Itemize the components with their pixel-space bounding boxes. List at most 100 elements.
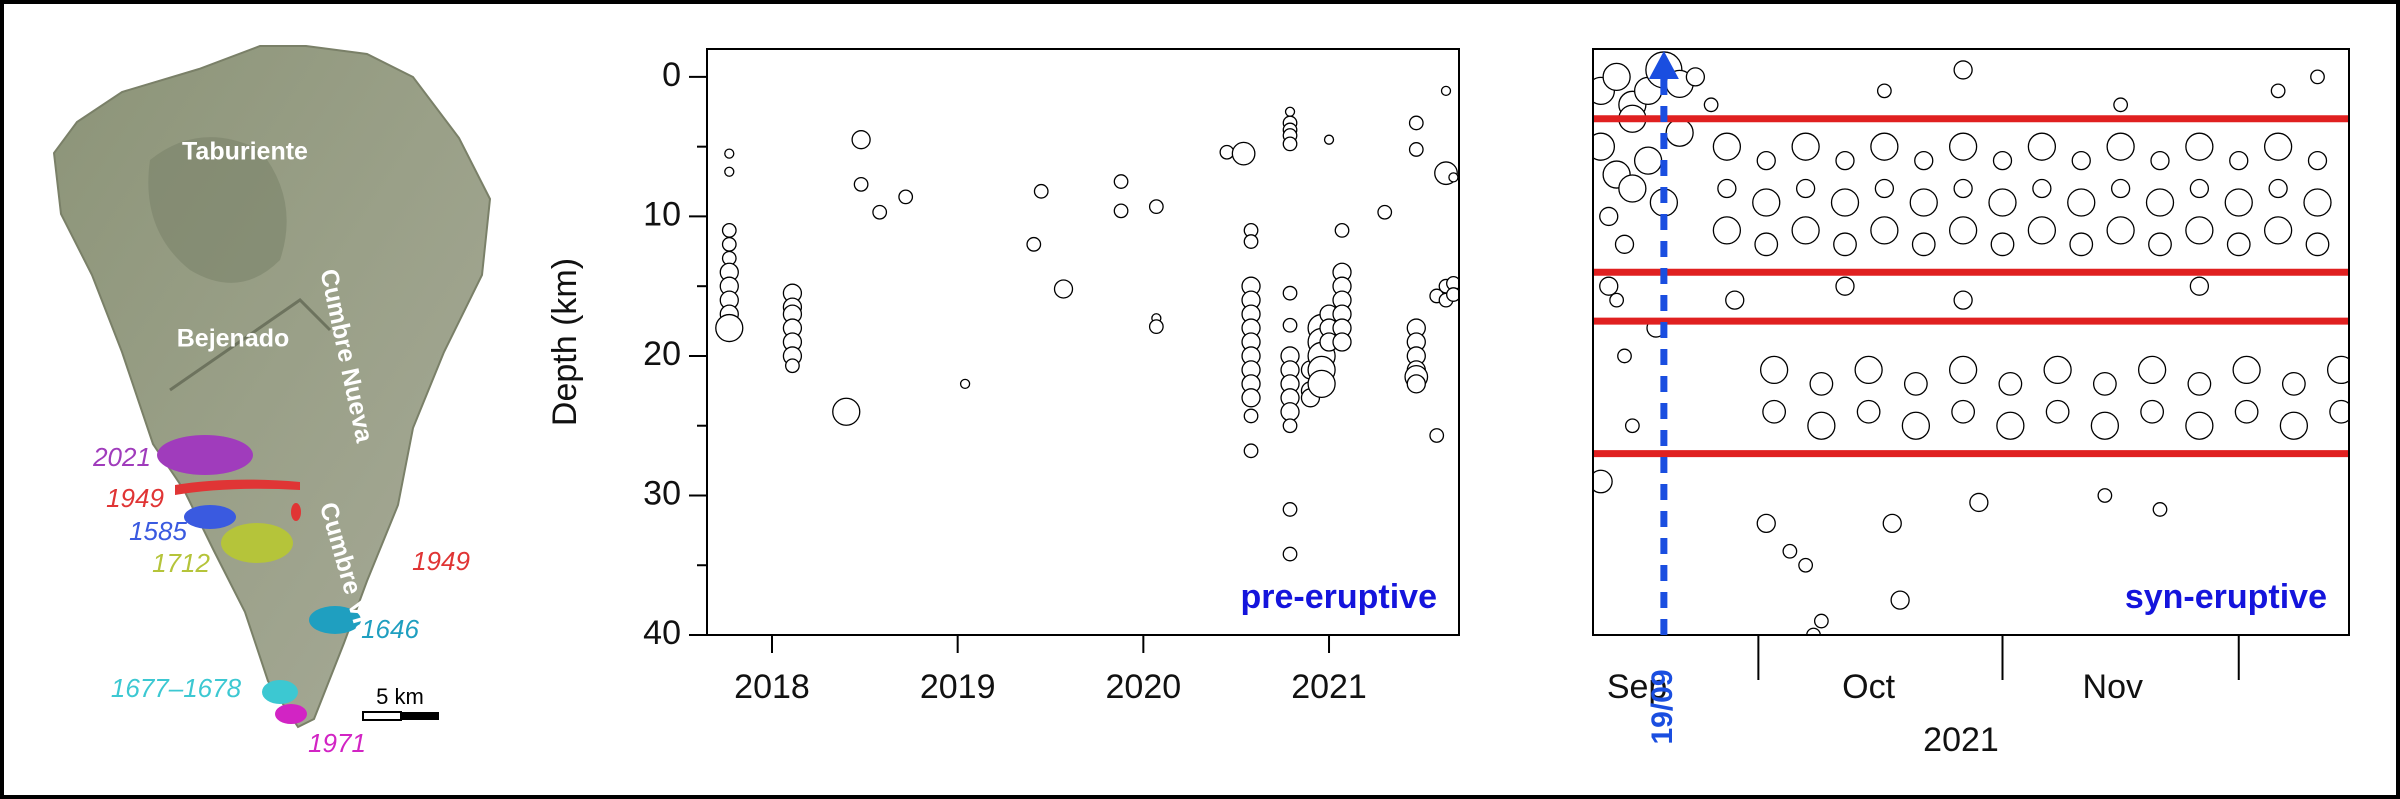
- point: [1951, 399, 1976, 424]
- point: [1703, 97, 1719, 113]
- point: [1323, 134, 1335, 145]
- point: [2305, 232, 2330, 257]
- point: [1241, 388, 1261, 408]
- annotation: syn-eruptive: [2125, 578, 2327, 616]
- point: [1856, 399, 1881, 424]
- point: [2185, 216, 2214, 245]
- point: [1795, 178, 1816, 199]
- x-tick-label: 2021: [1291, 668, 1367, 706]
- point: [1909, 188, 1938, 217]
- point: [1243, 443, 1259, 459]
- point: [851, 130, 871, 150]
- scale-label: 5 km: [376, 684, 424, 709]
- point: [1148, 319, 1164, 335]
- point: [1429, 428, 1445, 443]
- point: [1969, 492, 1989, 513]
- lava-flow: [221, 523, 293, 563]
- point: [1618, 174, 1647, 203]
- point: [1806, 627, 1821, 635]
- point: [2303, 188, 2332, 217]
- lava-flow: [262, 680, 298, 704]
- point: [1408, 115, 1424, 131]
- point: [1759, 355, 1789, 385]
- point: [1798, 557, 1814, 573]
- point: [2106, 216, 2135, 245]
- point: [2137, 355, 2167, 385]
- lava-flow: [175, 479, 300, 495]
- point: [724, 166, 735, 177]
- y-tick-label: 10: [643, 195, 681, 233]
- point: [1113, 174, 1129, 189]
- point: [1833, 232, 1857, 257]
- point: [853, 176, 869, 192]
- point: [1602, 62, 1631, 92]
- map-label: Bejenado: [177, 325, 290, 353]
- point: [1996, 411, 2025, 440]
- point: [1903, 371, 1928, 396]
- point: [721, 236, 737, 252]
- point: [2329, 399, 2349, 424]
- point: [2224, 188, 2253, 217]
- point: [2189, 276, 2210, 296]
- caldera: [148, 137, 287, 283]
- point: [1033, 183, 1049, 199]
- point: [2234, 399, 2259, 424]
- point: [832, 397, 861, 426]
- point: [1992, 150, 2013, 171]
- point: [2270, 83, 2286, 99]
- eruption-year: 1712: [152, 548, 210, 578]
- point: [1911, 232, 1936, 257]
- point: [872, 204, 888, 220]
- point: [1614, 234, 1635, 254]
- point: [1752, 188, 1781, 217]
- point: [2229, 150, 2249, 171]
- point: [2110, 178, 2131, 199]
- y-axis-title: Depth (km): [546, 258, 584, 426]
- plot-frame: [706, 48, 1460, 636]
- point: [1870, 132, 1899, 161]
- point: [1448, 172, 1459, 183]
- eruption-year: 1677–1678: [111, 673, 242, 703]
- point: [2307, 150, 2328, 171]
- point: [1282, 502, 1298, 517]
- point: [1874, 178, 1895, 199]
- point: [2106, 132, 2135, 161]
- point: [1599, 206, 1619, 227]
- point: [715, 313, 744, 343]
- point: [1624, 418, 1640, 434]
- point: [2069, 232, 2094, 257]
- point: [1282, 136, 1298, 152]
- ridge: [169, 298, 332, 392]
- x-tick-label: Nov: [2083, 668, 2143, 706]
- point: [1284, 106, 1296, 117]
- x-axis-title: 2021: [1923, 721, 1999, 759]
- x-tick-label: 2020: [1106, 668, 1182, 706]
- point: [1026, 236, 1042, 252]
- point: [2027, 132, 2057, 161]
- point: [1406, 374, 1426, 394]
- plot-area: [715, 85, 1459, 562]
- point: [1633, 146, 1663, 175]
- event-arrow: [1648, 51, 1679, 79]
- point: [1870, 216, 1899, 245]
- point: [1756, 513, 1776, 534]
- point: [1890, 590, 1910, 610]
- point: [959, 378, 971, 390]
- scale-bar: [362, 711, 402, 721]
- point: [1807, 411, 1836, 440]
- y-tick-label: 40: [643, 614, 681, 652]
- point: [2043, 355, 2072, 385]
- point: [1914, 150, 1934, 171]
- point: [1593, 132, 1616, 161]
- point: [2310, 69, 2325, 85]
- point: [1446, 287, 1459, 302]
- point: [2232, 355, 2261, 385]
- point: [1953, 290, 1973, 310]
- point: [2226, 232, 2251, 257]
- plot-frame: [1592, 48, 2350, 636]
- eruption-year: 1949: [412, 546, 470, 576]
- point: [2045, 399, 2070, 424]
- point: [1953, 178, 1973, 199]
- point: [1113, 203, 1129, 219]
